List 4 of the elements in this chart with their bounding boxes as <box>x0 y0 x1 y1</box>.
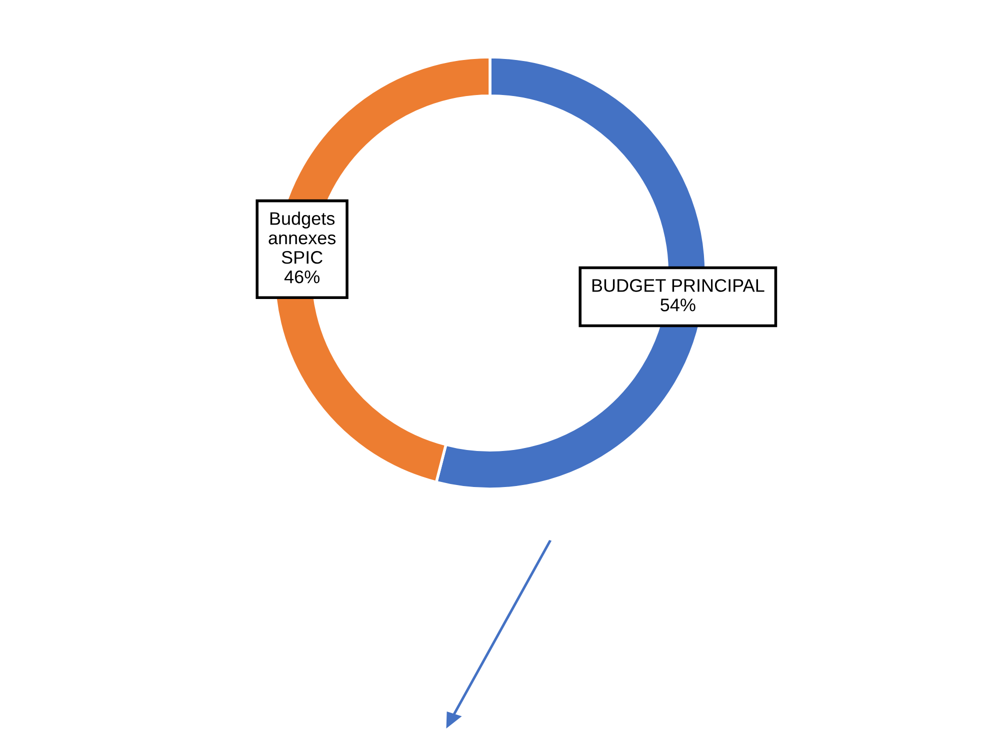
slice-label: BUDGET PRINCIPAL <box>592 279 764 292</box>
data-label: 46% <box>284 270 320 284</box>
data-label: 54% <box>660 298 696 312</box>
slice-label: Budgets annexes SPIC <box>268 212 336 264</box>
